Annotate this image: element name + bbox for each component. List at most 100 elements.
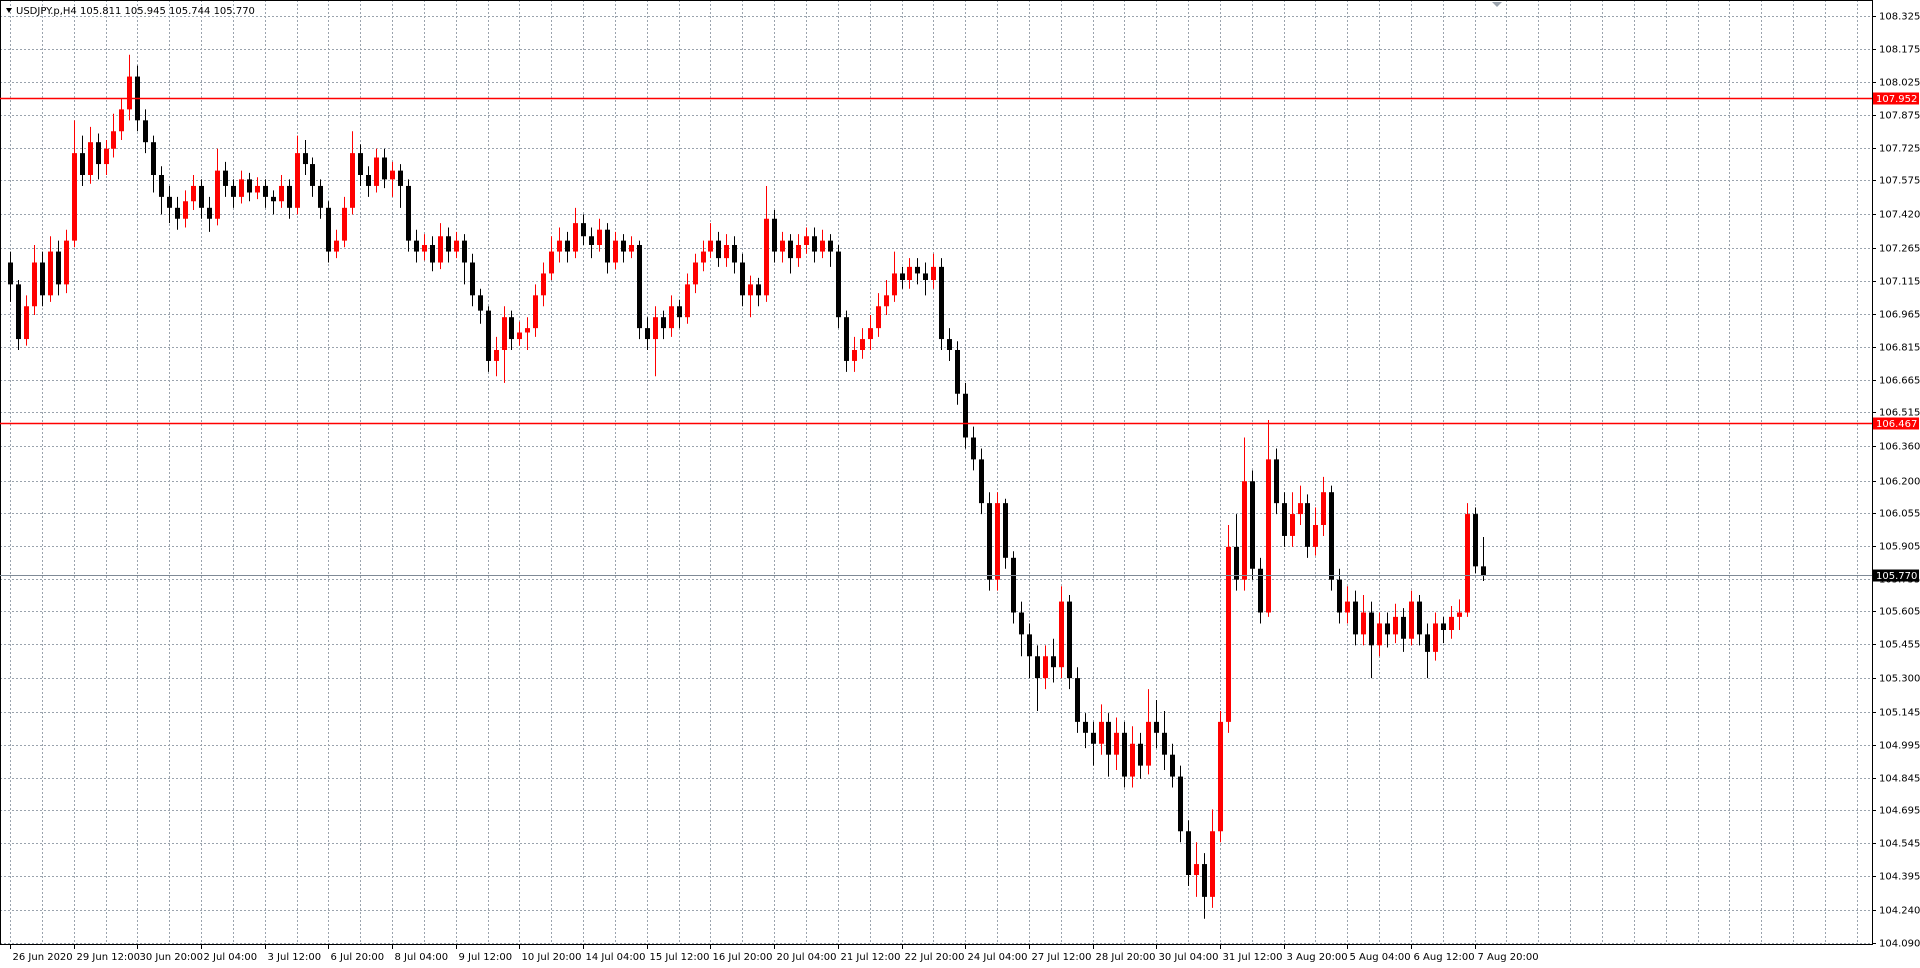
candle-body (541, 273, 546, 296)
y-tick-label: 108.325 (1879, 12, 1920, 23)
x-tick-label: 6 Jul 20:00 (331, 952, 385, 963)
x-tick-label: 15 Jul 12:00 (650, 952, 710, 963)
candle-body (892, 273, 897, 296)
candle-body (931, 266, 936, 280)
candle-body (645, 328, 650, 340)
candle-body (740, 262, 745, 296)
x-tick-label: 7 Aug 20:00 (1478, 952, 1539, 963)
candle-body (1266, 459, 1271, 613)
candle-body (1290, 514, 1295, 536)
candle-body (1130, 743, 1135, 777)
candle-body (32, 262, 37, 307)
candle-body (565, 240, 570, 252)
x-tick-label: 21 Jul 12:00 (841, 952, 901, 963)
candle-body (661, 317, 666, 329)
candle-body (1218, 721, 1223, 832)
candle-body (374, 157, 379, 186)
candle-body (685, 284, 690, 318)
candle-body (1465, 514, 1470, 613)
candle-body (693, 262, 698, 285)
x-tick-label: 14 Jul 04:00 (586, 952, 646, 963)
candle-body (1377, 623, 1382, 646)
candle-body (40, 262, 45, 296)
candle-body (398, 170, 403, 186)
y-tick-label: 104.240 (1879, 906, 1920, 917)
candle-body (860, 339, 865, 350)
menu-icon[interactable] (6, 8, 12, 13)
candle-body (159, 175, 164, 197)
candle-body (48, 251, 53, 296)
candle-body (979, 459, 984, 504)
candle-body (310, 164, 315, 186)
x-tick-label: 3 Aug 20:00 (1287, 952, 1348, 963)
candle-body (239, 179, 244, 197)
candle-body (852, 350, 857, 361)
candle-body (1321, 492, 1326, 525)
candle-body (486, 310, 491, 361)
x-tick-label: 28 Jul 20:00 (1096, 952, 1156, 963)
candle-body (557, 240, 562, 252)
candle-body (1353, 601, 1358, 635)
candle-body (502, 317, 507, 350)
candle-body (517, 332, 522, 340)
candle-body (1250, 481, 1255, 569)
y-tick-label: 104.545 (1879, 839, 1920, 850)
x-tick-label: 2 Jul 04:00 (204, 952, 258, 963)
candle-body (1258, 568, 1263, 613)
candle-body (724, 245, 729, 259)
y-tick-label: 104.695 (1879, 806, 1920, 817)
candle-body (1138, 743, 1143, 766)
price-tag (1873, 417, 1919, 430)
y-tick-label: 107.115 (1879, 277, 1920, 288)
chart-title: USDJPY.p,H4 105.811 105.945 105.744 105.… (16, 6, 255, 17)
y-tick-label: 107.420 (1879, 210, 1920, 221)
candle-body (995, 503, 1000, 580)
candle-body (589, 236, 594, 245)
candle-body (1043, 656, 1048, 679)
candle-body (1473, 514, 1478, 567)
candle-body (1417, 601, 1422, 635)
candle-body (64, 240, 69, 285)
candle-body (772, 218, 777, 252)
candle-body (96, 142, 101, 165)
candle-body (295, 153, 300, 208)
candle-body (971, 437, 976, 460)
candle-body (549, 251, 554, 274)
candle-body (509, 317, 514, 340)
candle-body (1298, 503, 1303, 515)
candle-body (1154, 721, 1159, 733)
y-tick-label: 105.145 (1879, 708, 1920, 719)
candle-body (80, 153, 85, 175)
x-tick-label: 20 Jul 04:00 (777, 952, 837, 963)
candle-body (701, 251, 706, 263)
y-tick-label: 105.905 (1879, 542, 1920, 553)
candle-body (287, 185, 292, 208)
candle-body (581, 223, 586, 237)
candle-body (1067, 601, 1072, 679)
candle-body (1106, 721, 1111, 755)
candle-body (279, 185, 284, 202)
candle-body (876, 306, 881, 329)
candle-body (1059, 601, 1064, 668)
candle-body (1210, 831, 1215, 897)
candle-body (1091, 732, 1096, 744)
candle-body (223, 170, 228, 186)
candle-body (24, 306, 29, 340)
candle-body (1146, 721, 1151, 766)
candle-body (1011, 557, 1016, 613)
price-tag-label: 105.770 (1876, 571, 1917, 582)
candle-body (844, 317, 849, 361)
candle-body (1449, 616, 1454, 630)
candle-body (318, 185, 323, 208)
candle-body (1051, 656, 1056, 668)
price-tag-label: 106.467 (1876, 419, 1917, 430)
x-tick-label: 24 Jul 04:00 (968, 952, 1028, 963)
candle-body (1425, 634, 1430, 652)
candle-body (255, 185, 260, 193)
price-tag-label: 107.952 (1876, 94, 1917, 105)
x-tick-label: 8 Jul 04:00 (395, 952, 449, 963)
candle-body (151, 142, 156, 175)
candle-body (653, 317, 658, 340)
